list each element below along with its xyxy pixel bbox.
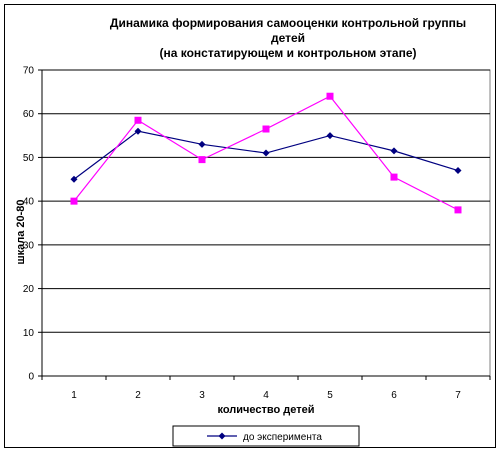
legend-marker-series-1 <box>218 432 226 440</box>
series-2-point-6 <box>390 173 398 181</box>
series-2-point-4 <box>262 125 270 133</box>
y-tick-label-40: 40 <box>23 197 35 208</box>
y-tick-label-60: 60 <box>23 109 35 120</box>
series-1-point-6 <box>390 147 398 155</box>
series-1-point-3 <box>198 140 206 148</box>
series-2-point-3 <box>198 156 206 164</box>
series-1-point-7 <box>454 167 462 175</box>
gridlines <box>42 69 490 333</box>
chart-title-line-1: Динамика формирования самооценки контрол… <box>110 16 466 30</box>
chart-title-line-3: (на констатирующем и контрольном этапе) <box>159 46 416 60</box>
series-2-point-1 <box>70 197 78 205</box>
series-2-point-7 <box>454 206 462 214</box>
series-2-point-2 <box>134 116 142 124</box>
x-tick-label-5: 5 <box>327 390 333 401</box>
y-axis-title: шкала 20-80 <box>15 199 27 264</box>
series-1-point-4 <box>262 149 270 157</box>
y-tick-label-10: 10 <box>23 328 35 339</box>
x-tick-label-2: 2 <box>135 390 141 401</box>
x-tick-label-7: 7 <box>455 390 461 401</box>
series-1-point-5 <box>326 132 334 140</box>
legend: до эксперимента <box>172 425 360 447</box>
y-tick-label-30: 30 <box>23 240 35 251</box>
legend-label-series-1: до эксперимента <box>243 432 322 443</box>
x-tick-label-1: 1 <box>71 390 77 401</box>
x-tick-label-6: 6 <box>391 390 397 401</box>
y-tick-label-50: 50 <box>23 153 35 164</box>
y-tick-label-20: 20 <box>23 284 35 295</box>
x-tick-label-4: 4 <box>263 390 269 401</box>
series-1-point-1 <box>70 175 78 183</box>
y-tick-label-70: 70 <box>23 66 35 77</box>
y-tick-label-0: 0 <box>28 372 34 383</box>
series-2-point-5 <box>326 92 334 100</box>
series-1-point-2 <box>134 127 142 135</box>
legend-box <box>172 425 360 447</box>
chart-title-line-2: детей <box>271 31 305 45</box>
plot-area <box>41 69 491 377</box>
x-axis-title: количество детей <box>217 404 314 416</box>
axes: 0 10 20 30 40 50 60 70 1 2 3 4 5 6 7 <box>23 66 491 401</box>
x-tick-label-3: 3 <box>199 390 205 401</box>
series-layer <box>70 92 462 214</box>
